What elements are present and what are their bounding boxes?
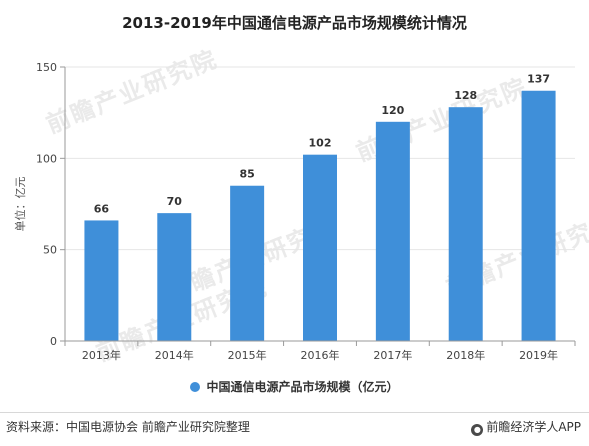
brand-credit: ● 前瞻经济学人APP <box>471 418 581 436</box>
footer-divider <box>0 412 589 413</box>
data-label: 85 <box>239 168 254 181</box>
label-layer: 66 70 85 102 120 128 137 <box>94 73 550 216</box>
x-tick-label: 2014年 <box>155 348 194 362</box>
data-label: 70 <box>167 195 183 208</box>
legend-label: 中国通信电源产品市场规模（亿元） <box>206 380 399 394</box>
y-tick-label: 50 <box>43 244 57 257</box>
x-tick-label: 2016年 <box>301 348 340 362</box>
y-tick-label: 150 <box>36 61 57 74</box>
x-tick-label: 2015年 <box>228 348 267 362</box>
chart-legend: 中国通信电源产品市场规模（亿元） <box>0 378 589 395</box>
bar <box>448 107 483 341</box>
data-label: 102 <box>309 137 332 150</box>
x-tick-label: 2017年 <box>373 348 412 362</box>
x-tick-label: 2013年 <box>82 348 121 362</box>
bar <box>303 154 337 341</box>
bar <box>521 90 556 341</box>
data-label: 128 <box>454 89 477 102</box>
brand-label: 前瞻经济学人APP <box>486 420 581 434</box>
y-tick-label: 100 <box>36 152 57 165</box>
data-label: 137 <box>527 73 550 86</box>
bar <box>230 185 265 341</box>
y-tick-label: 0 <box>50 335 57 348</box>
x-tick-label: 2019年 <box>519 348 558 362</box>
data-label: 66 <box>94 202 110 215</box>
brand-logo-icon: ● <box>471 424 484 436</box>
axis-layer: 0 50 100 150 单位：亿元 2013年 2014年 2015年 2016年 2017年 2… <box>13 61 576 362</box>
y-axis-title: 单位：亿元 <box>13 177 27 232</box>
data-label: 120 <box>381 104 404 117</box>
bar <box>84 220 119 341</box>
bar-layer <box>84 90 556 341</box>
bar <box>157 213 192 341</box>
legend-swatch <box>190 382 201 392</box>
source-note: 资料来源：中国电源协会 前瞻产业研究院整理 <box>6 420 250 434</box>
x-tick-label: 2018年 <box>446 348 485 362</box>
bar <box>375 121 410 341</box>
chart-title: 2013-2019年中国通信电源产品市场规模统计情况 <box>122 14 467 32</box>
